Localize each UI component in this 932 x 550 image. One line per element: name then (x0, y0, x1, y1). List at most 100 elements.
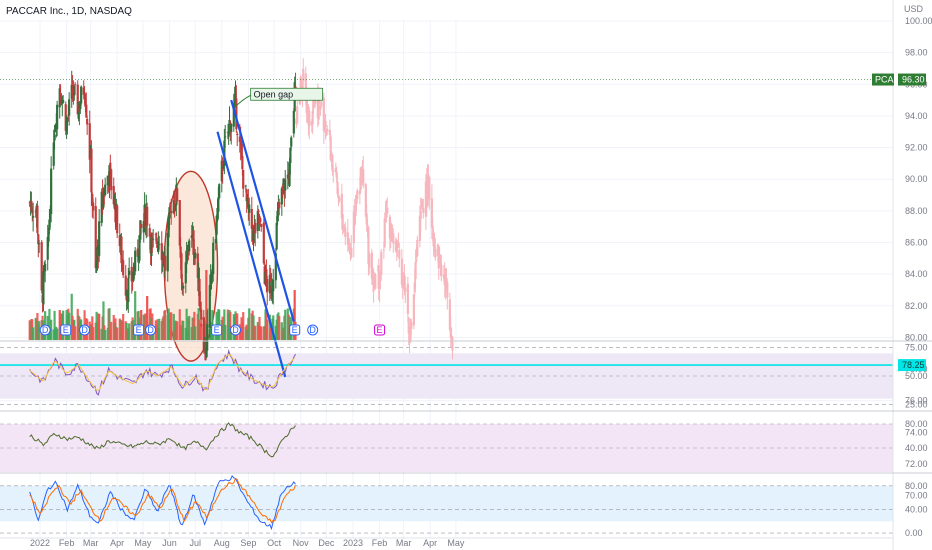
projection-candle-body (449, 327, 452, 338)
candle-body (188, 240, 191, 252)
dividend-marker (230, 324, 242, 336)
candle-body (184, 262, 187, 284)
volume-bar (122, 313, 125, 340)
candle-body (241, 156, 244, 170)
volume-bar (278, 315, 281, 340)
projection-candle-body (377, 265, 380, 289)
projection-candle-body (362, 169, 365, 186)
projection-candle-body (392, 233, 395, 244)
candle-body (194, 252, 197, 259)
candle-body (238, 136, 241, 142)
candle-body (281, 185, 284, 188)
projection-candle-body (420, 202, 423, 209)
rsi-line (29, 349, 296, 396)
projection-candle-body (302, 69, 305, 81)
candle-body (28, 202, 31, 204)
earnings-marker (60, 324, 72, 336)
candle-body (227, 123, 230, 137)
candle-body (155, 237, 158, 244)
candle-body (31, 209, 34, 214)
stochastic-tick-label: 0.00 (905, 528, 923, 538)
last-price-tag (898, 73, 926, 86)
volume-spike (58, 310, 61, 340)
candle-body (90, 148, 93, 193)
chart-title: PACCAR Inc., 1D, NASDAQ (6, 6, 132, 17)
projection-candle-body (421, 205, 424, 206)
projection-candle-body (319, 105, 322, 110)
projection-candle-body (298, 97, 301, 105)
candle-body (271, 288, 274, 297)
price-tick-label: 100.00 (905, 16, 932, 26)
earnings-marker (133, 324, 145, 336)
dividend-marker (39, 324, 51, 336)
projection-candle-body (433, 246, 436, 249)
oscillator-line (29, 422, 296, 458)
projection-candle-body (365, 213, 368, 225)
projection-candle-body (359, 167, 362, 190)
candle-body (100, 191, 103, 223)
projection-candle-body (440, 264, 443, 276)
candle-body (274, 253, 277, 281)
marker-letter: D (309, 325, 316, 335)
projection-candle-body (334, 167, 337, 173)
projection-candle-body (401, 276, 404, 288)
projection-candle-body (402, 272, 405, 276)
price-tick-label: 82.00 (905, 301, 928, 311)
projection-candle-body (374, 274, 377, 289)
marker-letter: E (377, 325, 383, 335)
candle-body (83, 92, 86, 97)
candle-body (206, 324, 209, 351)
time-tick-label: Apr (423, 538, 437, 548)
projection-candle-body (312, 103, 315, 110)
volume-bar (116, 327, 119, 340)
candle-body (234, 94, 237, 100)
candle-body (222, 165, 225, 169)
candle-body (268, 274, 271, 294)
time-tick-label: Nov (293, 538, 310, 548)
candle-body (200, 309, 203, 320)
candle-body (62, 100, 65, 103)
candle-body (84, 97, 87, 107)
candle-body (224, 136, 227, 138)
volume-bar (38, 321, 41, 340)
volume-bar (284, 309, 287, 340)
projection-candle-body (350, 247, 353, 258)
candle-body (230, 123, 233, 132)
volume-bar (134, 291, 137, 340)
projection-candle-body (419, 210, 422, 219)
candle-body (102, 193, 105, 208)
marker-letter: D (232, 325, 239, 335)
candle-body (134, 250, 137, 272)
projection-candle-body (346, 232, 349, 246)
projection-candle-body (318, 101, 321, 103)
stochastic-tick-label: 40.00 (905, 504, 928, 514)
volume-bar (128, 323, 131, 340)
volume-bar (248, 308, 251, 340)
candle-body (209, 274, 212, 284)
candle-body (124, 275, 127, 296)
volume-bar (48, 308, 51, 340)
candle-body (212, 242, 215, 275)
candle-body (236, 133, 239, 136)
volume-bar (266, 319, 269, 340)
candle-body (182, 285, 185, 289)
stoch-d-line (29, 477, 296, 524)
time-tick-label: Apr (110, 538, 124, 548)
candle-body (190, 235, 193, 238)
annotation-connector (234, 94, 251, 108)
volume-bar (92, 327, 95, 340)
candle-body (85, 104, 88, 118)
stoch-k-line (29, 474, 296, 531)
channel-lower-line (216, 131, 287, 378)
time-tick-label: Oct (267, 538, 282, 548)
projection-candle-body (331, 155, 334, 171)
projection-candle-body (329, 136, 332, 160)
time-tick-label: 2022 (30, 538, 50, 548)
candle-body (235, 98, 238, 130)
candle-body (233, 98, 236, 108)
projection-candle-body (407, 317, 410, 334)
volume-bar (268, 314, 271, 340)
candle-body (164, 255, 167, 271)
rsi-tick-label: 50.00 (905, 371, 928, 381)
price-tick-label: 84.00 (905, 269, 928, 279)
